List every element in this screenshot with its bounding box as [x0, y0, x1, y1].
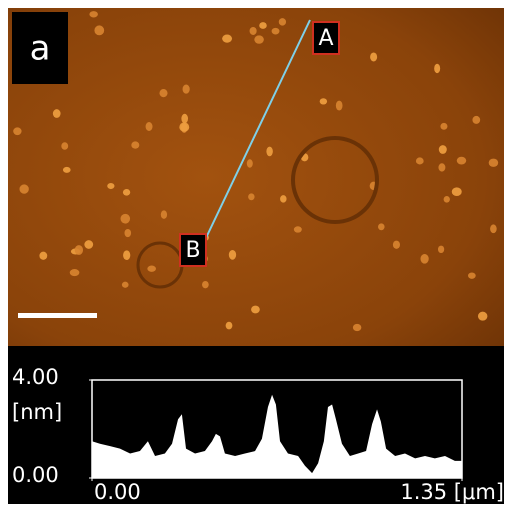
y-axis-label: [nm] [12, 400, 62, 424]
particle [434, 64, 440, 73]
particle [420, 254, 428, 264]
particle [320, 98, 327, 104]
particle [222, 34, 232, 42]
figure: A B a 0.00 4.00 [nm] 0.00 1.35 [μm] [0, 0, 508, 510]
particle [251, 306, 260, 314]
particle [107, 183, 114, 189]
particle [472, 116, 480, 124]
y-tick-label: 4.00 [12, 365, 59, 389]
particle [280, 195, 286, 203]
scale-bar [18, 313, 97, 318]
particle [146, 122, 153, 131]
particle [122, 282, 129, 288]
marker-label: B [185, 238, 200, 263]
particle [13, 127, 21, 135]
particle [247, 159, 253, 167]
particle [489, 159, 498, 167]
particle [61, 142, 68, 150]
particle [161, 210, 167, 219]
particle [438, 246, 444, 253]
particle [248, 193, 254, 200]
particle [250, 27, 257, 35]
particle [378, 223, 385, 230]
particle [183, 84, 190, 93]
x-tick-label: 1.35 [μm] [400, 480, 504, 504]
particle [89, 11, 97, 17]
particle [439, 145, 447, 154]
particle [63, 167, 71, 173]
particle [416, 157, 424, 164]
particle [39, 252, 47, 260]
particle [370, 52, 377, 61]
particle [478, 312, 487, 321]
particle [490, 224, 497, 233]
particle [124, 229, 131, 237]
particle [20, 184, 29, 193]
particle [147, 266, 156, 272]
particle [468, 272, 476, 278]
x-tick-label: 0.00 [94, 480, 141, 504]
particle [179, 122, 189, 131]
particle [181, 114, 188, 124]
marker-label: A [318, 26, 333, 51]
particle [123, 250, 130, 260]
particle [53, 109, 61, 118]
particle [159, 89, 167, 97]
particle [254, 35, 264, 43]
particle [444, 196, 450, 203]
particle [457, 157, 466, 165]
afm-image [8, 8, 504, 346]
particle [259, 22, 267, 29]
particle [70, 269, 80, 276]
particle [229, 250, 236, 260]
y-tick-label: 0.00 [12, 463, 59, 487]
particle [272, 28, 280, 35]
particle [75, 245, 83, 255]
particle [266, 147, 272, 157]
particle [438, 163, 445, 171]
particle [393, 241, 400, 249]
particle [121, 214, 131, 224]
particle [336, 101, 343, 111]
particle [452, 187, 462, 196]
particle [440, 123, 447, 130]
panel-label: a [30, 29, 51, 69]
particle [94, 25, 104, 35]
particle [123, 189, 130, 196]
particle [226, 322, 233, 330]
particle [279, 18, 286, 25]
particle [294, 226, 302, 232]
particle [84, 240, 93, 249]
particle [353, 324, 361, 331]
particle [131, 141, 139, 148]
particle [202, 281, 209, 288]
